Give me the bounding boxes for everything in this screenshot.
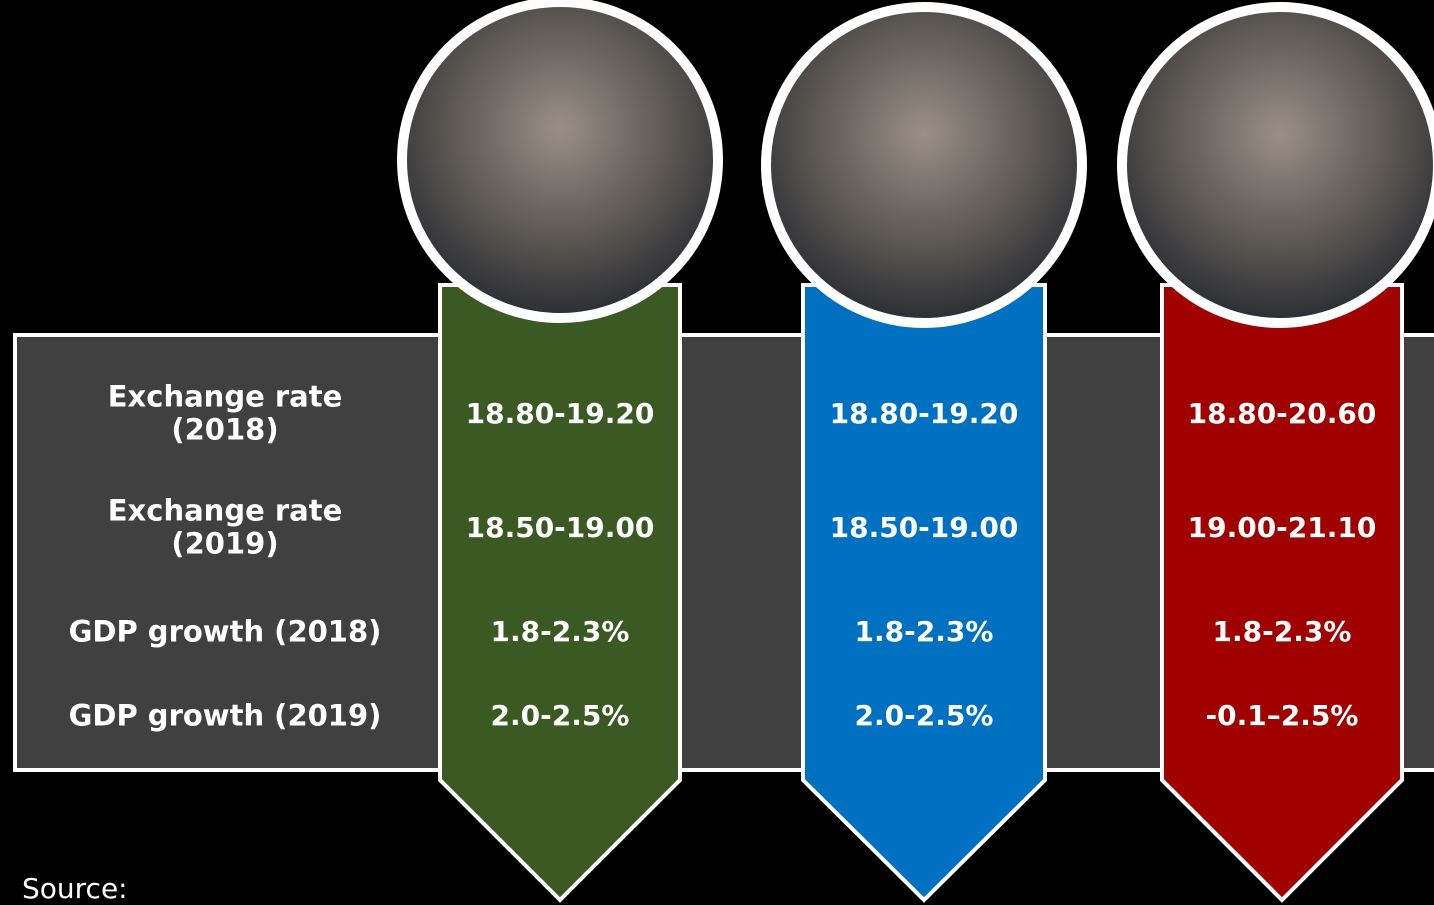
cell-value: 2.0-2.5% — [440, 700, 680, 732]
photo — [402, 2, 718, 318]
cell-value: 18.80-19.20 — [804, 398, 1044, 430]
row-label: Exchange rate (2018) — [25, 381, 425, 448]
row-label: GDP growth (2018) — [25, 615, 425, 648]
cell-value: 1.8-2.3% — [440, 616, 680, 648]
graphic — [0, 0, 1434, 904]
cell-value: 1.8-2.3% — [804, 616, 1044, 648]
photo — [1122, 7, 1434, 323]
ribbon-blue — [803, 285, 1045, 900]
cell-value: 2.0-2.5% — [804, 700, 1044, 732]
cell-value: -0.1–2.5% — [1162, 700, 1402, 732]
cell-value: 19.00-21.10 — [1162, 512, 1402, 544]
source-note: Source: — [22, 872, 128, 905]
ribbon-green — [440, 285, 680, 900]
cell-value: 18.50-19.00 — [804, 512, 1044, 544]
ribbon-red — [1162, 285, 1402, 900]
row-label: Exchange rate (2019) — [25, 495, 425, 562]
cell-value: 18.80-20.60 — [1162, 398, 1402, 430]
cell-value: 18.80-19.20 — [440, 398, 680, 430]
cell-value: 18.50-19.00 — [440, 512, 680, 544]
photo — [766, 7, 1082, 323]
row-label: GDP growth (2019) — [25, 699, 425, 732]
cell-value: 1.8-2.3% — [1162, 616, 1402, 648]
page: {"table": { "row_labels": ["Exchange rat… — [0, 0, 1434, 904]
